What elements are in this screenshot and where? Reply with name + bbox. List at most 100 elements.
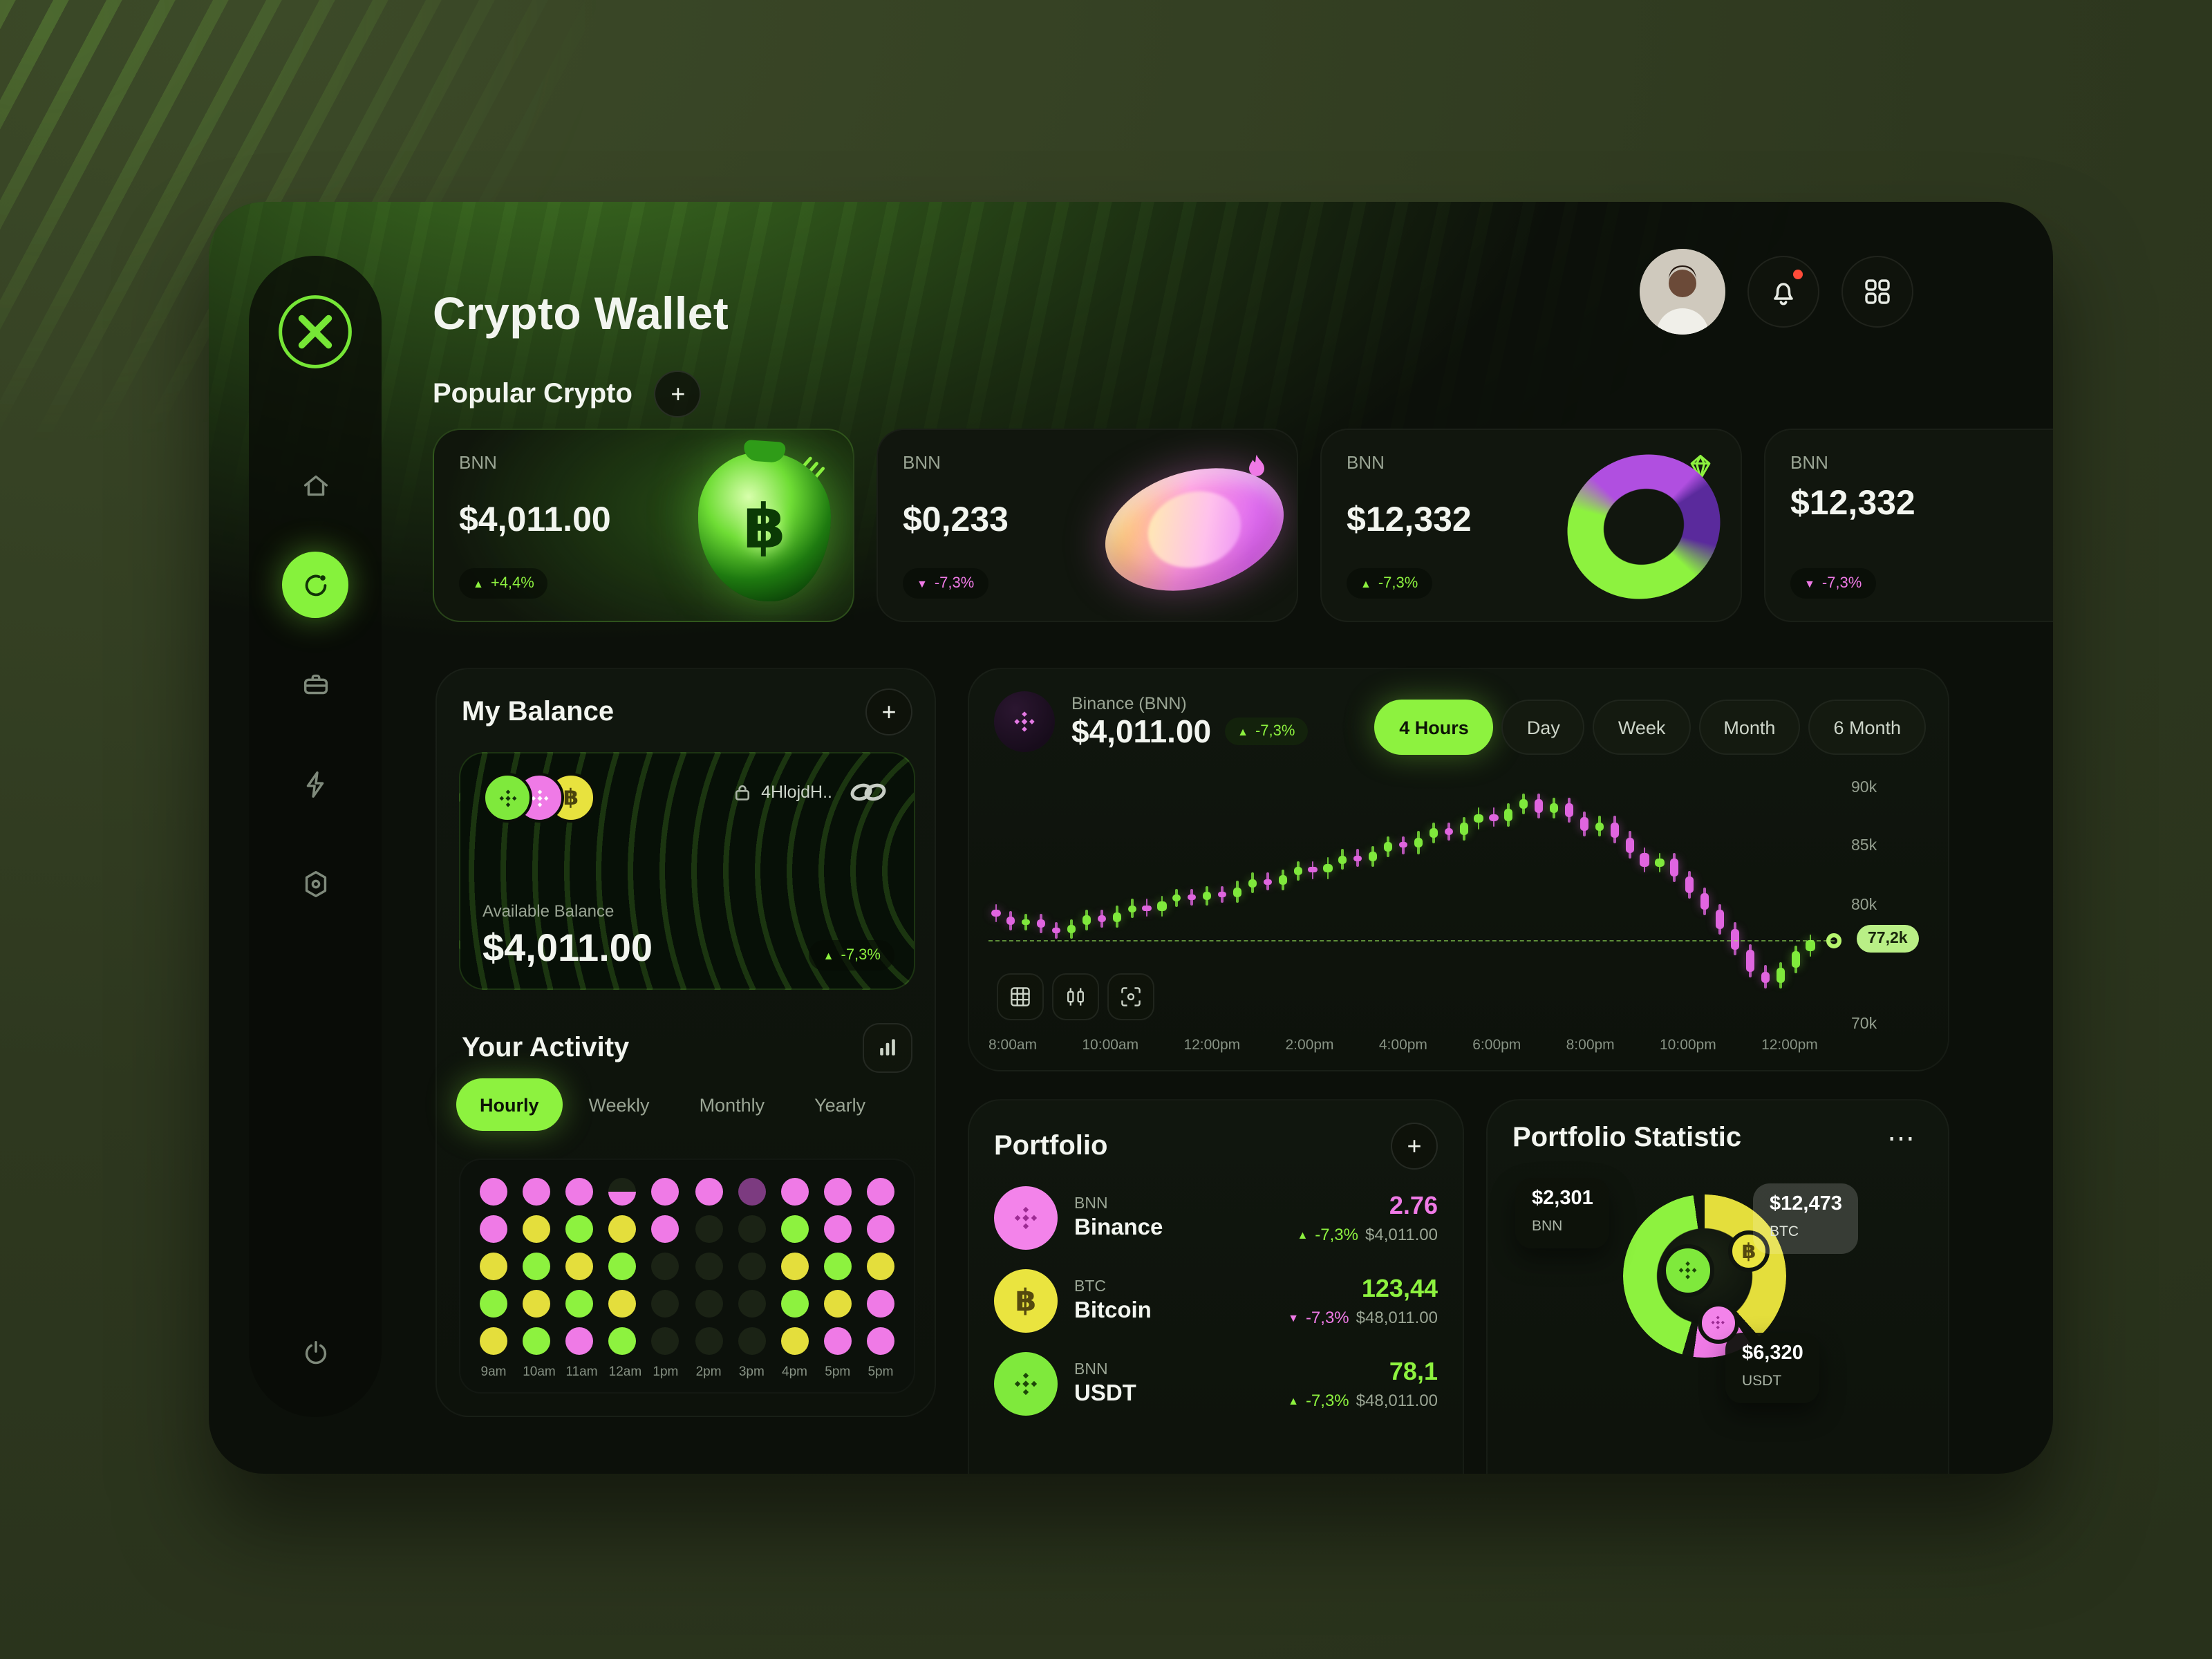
activity-dot: [565, 1253, 594, 1280]
candle: [1504, 809, 1513, 821]
candle: [1564, 803, 1574, 818]
down-arrow-icon: ▼: [1288, 1311, 1299, 1324]
x-tick: 12:00pm: [1761, 1037, 1818, 1053]
candle: [1172, 894, 1181, 901]
statistic-title: Portfolio Statistic: [1512, 1123, 1742, 1153]
market-header: Binance (BNN) $4,011.00 ▲ -7,3%: [994, 691, 1308, 752]
grid-toggle-button[interactable]: [997, 973, 1044, 1020]
portfolio-rows: BNN Binance 2.76 ▲ -7,3% $4,011.00 ฿ BTC Bitcoin…: [994, 1186, 1438, 1416]
crypto-card-0[interactable]: BNN $4,011.00 ▲ +4,4% ฿: [433, 429, 854, 622]
add-portfolio-button[interactable]: +: [1391, 1123, 1438, 1170]
tab-monthly[interactable]: Monthly: [676, 1078, 789, 1131]
change-badge: ▼ -7,3%: [903, 568, 988, 599]
candle: [1429, 827, 1438, 838]
sidebar-item-home[interactable]: [282, 452, 348, 518]
sidebar-item-settings[interactable]: [282, 850, 348, 917]
crypto-card-2[interactable]: BNN $12,332 ▲ -7,3%: [1320, 429, 1742, 622]
range-week[interactable]: Week: [1593, 700, 1691, 755]
activity-dot: [651, 1178, 679, 1206]
candle: [1006, 917, 1015, 926]
sidebar: [249, 256, 382, 1417]
candle: [1051, 927, 1061, 934]
popular-header: Popular Crypto +: [433, 371, 702, 418]
fullscreen-button[interactable]: [1107, 973, 1154, 1020]
candle: [1263, 879, 1272, 885]
app-panel: Crypto Wallet Popular Crypto + BNN $4,011…: [209, 202, 2053, 1474]
activity-dot: [866, 1253, 894, 1280]
candle: [1293, 867, 1302, 876]
activity-dot: [565, 1327, 594, 1355]
binance-icon: [994, 1186, 1058, 1250]
asset-value: $48,011.00: [1356, 1308, 1438, 1327]
activity-tabs: Hourly Weekly Monthly Yearly: [456, 1078, 915, 1131]
up-arrow-icon: ▲: [473, 577, 484, 590]
y-axis: 90k 85k 80k 70k: [1851, 777, 1906, 1033]
range-4-hours[interactable]: 4 Hours: [1374, 700, 1494, 755]
activity-dot: [738, 1290, 766, 1318]
activity-x-label: 11am: [565, 1365, 598, 1380]
candle: [1203, 892, 1212, 901]
apps-grid-icon: [1865, 279, 1890, 304]
activity-dot: [780, 1290, 809, 1318]
avatar[interactable]: [1640, 249, 1725, 335]
tab-weekly[interactable]: Weekly: [565, 1078, 673, 1131]
candle: [1142, 905, 1152, 911]
portfolio-row[interactable]: ฿ BTC Bitcoin 123,44 ▼ -7,3% $48,011.00: [994, 1269, 1438, 1333]
activity-dot: [480, 1290, 507, 1318]
wallet-address-row[interactable]: 4HlojdH..: [732, 778, 892, 806]
wallet-address: 4HlojdH..: [761, 782, 832, 802]
range-month[interactable]: Month: [1698, 700, 1801, 755]
bar-chart-icon: [880, 1039, 895, 1056]
asset-symbol: BNN: [1074, 1195, 1108, 1212]
add-balance-button[interactable]: +: [865, 688, 912, 735]
activity-dot: [823, 1253, 852, 1280]
activity-x-label: 10am: [523, 1365, 556, 1380]
stat-label-btc: $12,473 BTC: [1753, 1183, 1859, 1254]
range-6-month[interactable]: 6 Month: [1808, 700, 1926, 755]
activity-stats-button[interactable]: [863, 1023, 912, 1073]
up-arrow-icon: ▲: [1297, 1228, 1309, 1241]
statistic-menu-button[interactable]: ⋯: [1879, 1123, 1923, 1154]
sidebar-item-wallet[interactable]: [282, 651, 348, 718]
candle: [1127, 905, 1136, 912]
activity-dot: [480, 1253, 507, 1280]
page-title: Crypto Wallet: [433, 288, 729, 339]
activity-dot: [523, 1290, 551, 1318]
sidebar-item-energy[interactable]: [282, 751, 348, 817]
activity-dot: [866, 1290, 894, 1318]
portfolio-row[interactable]: BNN USDT 78,1 ▲ -7,3% $48,011.00: [994, 1352, 1438, 1416]
candle: [1776, 968, 1785, 984]
add-crypto-button[interactable]: +: [654, 371, 702, 418]
tab-hourly[interactable]: Hourly: [456, 1078, 563, 1131]
activity-dot: [651, 1290, 679, 1318]
candle: [1549, 803, 1559, 813]
activity-dot: [523, 1253, 551, 1280]
candle: [1308, 867, 1318, 873]
range-day[interactable]: Day: [1501, 700, 1585, 755]
crypto-card-3[interactable]: BNN $12,332 ▼ -7,3%: [1764, 429, 2053, 622]
candle: [1353, 855, 1362, 861]
activity-dot: [866, 1178, 894, 1206]
crypto-card-1[interactable]: BNN $0,233 ▼ -7,3%: [877, 429, 1298, 622]
activity-x-label: 12am: [608, 1365, 642, 1380]
candle-style-button[interactable]: [1052, 973, 1099, 1020]
bitcoin-icon: ฿: [994, 1269, 1058, 1333]
balance-card[interactable]: ฿ 4HlojdH.. Available Balance $4,011.00 …: [459, 752, 915, 990]
sidebar-item-logout[interactable]: [282, 1320, 348, 1387]
crypto-price: $12,332: [1790, 484, 1915, 523]
stat-label-usdt: $6,320 USDT: [1725, 1333, 1820, 1403]
chart-tools: [997, 973, 1154, 1020]
candle: [1655, 859, 1665, 868]
portfolio-row[interactable]: BNN Binance 2.76 ▲ -7,3% $4,011.00: [994, 1186, 1438, 1250]
asset-amount: 78,1: [1389, 1358, 1438, 1385]
activity-dot: [695, 1178, 723, 1206]
activity-dot: [523, 1178, 551, 1206]
notification-dot: [1793, 270, 1803, 279]
apps-menu-button[interactable]: [1841, 256, 1913, 328]
activity-dot: [695, 1215, 723, 1243]
sidebar-item-dashboard[interactable]: [282, 552, 348, 618]
chain-link-icon: [850, 783, 886, 801]
notifications-button[interactable]: [1747, 256, 1819, 328]
x-tick: 8:00pm: [1566, 1037, 1615, 1053]
tab-yearly[interactable]: Yearly: [791, 1078, 889, 1131]
